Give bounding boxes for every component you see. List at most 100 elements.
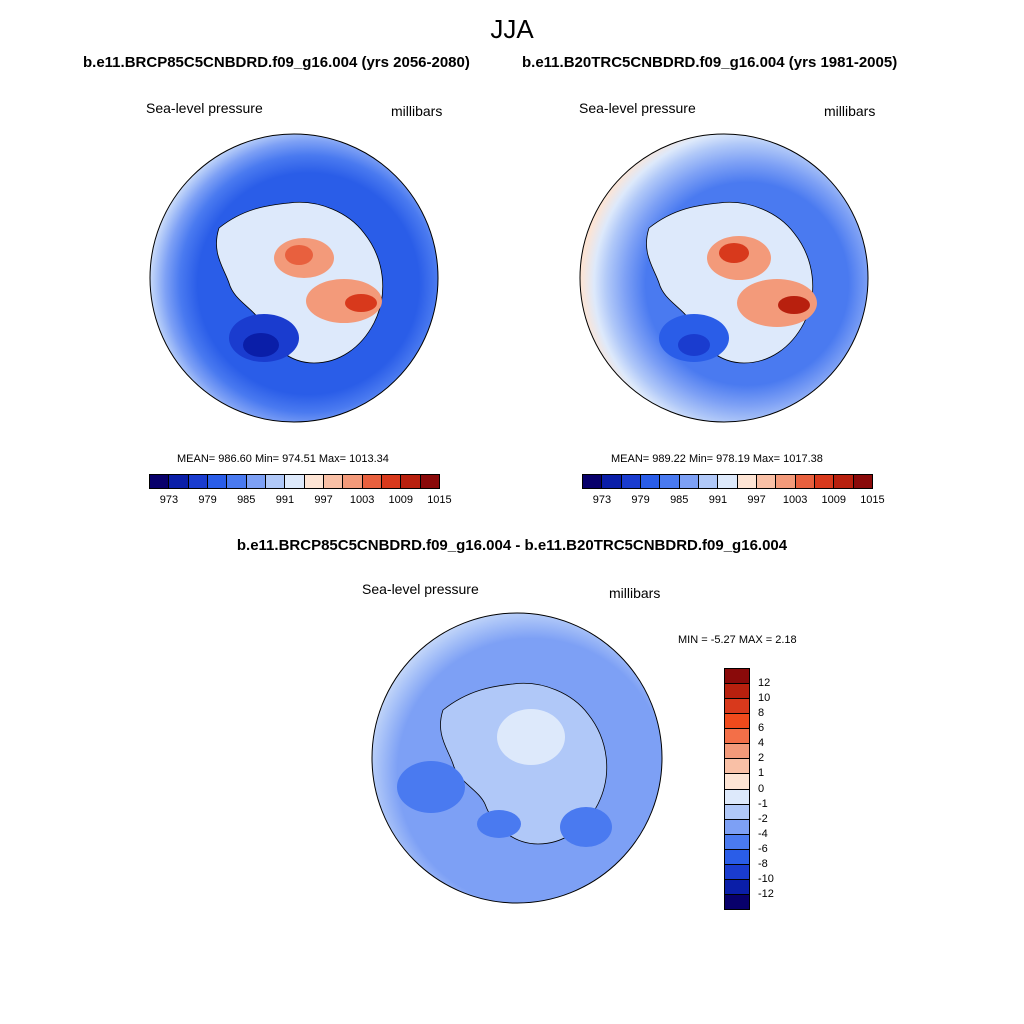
colorbar-box (775, 474, 796, 489)
colorbar-tick-label: -4 (758, 827, 768, 840)
colorbar-box (361, 474, 382, 489)
colorbar-box (245, 474, 266, 489)
colorbar-tick-label: 991 (708, 494, 728, 506)
colorbar-tick-label: 1009 (821, 494, 847, 506)
colorbar-box (323, 474, 344, 489)
colorbar-box (724, 833, 750, 850)
colorbar-tick-label: 1015 (860, 494, 885, 506)
difference-stats: MIN = -5.27 MAX = 2.18 (678, 634, 797, 646)
colorbar-box (724, 668, 750, 685)
colorbar-tick-label: -6 (758, 842, 768, 855)
colorbar-tick-label: 985 (237, 494, 256, 506)
colorbar-box (724, 878, 750, 895)
panel1-stats: MEAN= 986.60 Min= 974.51 Max= 1013.34 (177, 453, 389, 465)
difference-negative-west (397, 761, 465, 813)
colorbar-box (265, 474, 286, 489)
panel2-variable-label: Sea-level pressure (579, 100, 696, 116)
colorbar-tick-label: 12 (758, 677, 771, 690)
colorbar-tick-label: 1003 (349, 494, 375, 506)
colorbar-tick-label: 2 (758, 752, 765, 765)
panel1-polar-map (149, 133, 439, 423)
colorbar-tick-label: -12 (758, 887, 774, 900)
panel2-low-pressure-ross-core (678, 334, 710, 356)
colorbar-tick-label: 6 (758, 722, 765, 735)
panel2-high-pressure-east (737, 279, 817, 327)
colorbar-box (724, 743, 750, 760)
colorbar-box (724, 788, 750, 805)
panel2-stats: MEAN= 989.22 Min= 978.19 Max= 1017.38 (611, 453, 823, 465)
panel2-high-pressure-west-core (719, 243, 749, 263)
colorbar-box (303, 474, 324, 489)
colorbar-box (400, 474, 421, 489)
colorbar-box (582, 474, 603, 489)
difference-title: b.e11.BRCP85C5CNBDRD.f09_g16.004 - b.e11… (236, 537, 788, 554)
difference-negative-ross (477, 810, 521, 838)
colorbar-tick-label: 1003 (782, 494, 808, 506)
colorbar-box (724, 728, 750, 745)
colorbar-tick-label: -8 (758, 857, 768, 870)
panel1-high-pressure-east (306, 279, 382, 323)
colorbar-box (207, 474, 228, 489)
colorbar-box (852, 474, 873, 489)
colorbar-tick-label: -10 (758, 872, 774, 885)
colorbar-tick-label: 985 (670, 494, 689, 506)
colorbar-tick-label: 1015 (427, 494, 452, 506)
panel2-high-pressure-east-core (778, 296, 810, 314)
colorbar-box (724, 893, 750, 910)
colorbar-tick-label: -2 (758, 812, 768, 825)
colorbar-box (168, 474, 189, 489)
difference-negative-east (560, 807, 612, 847)
colorbar-box (659, 474, 680, 489)
colorbar-box (724, 713, 750, 730)
case-title-left: b.e11.BRCP85C5CNBDRD.f09_g16.004 (yrs 20… (83, 54, 470, 71)
difference-map-border (371, 612, 663, 904)
colorbar-tick-label: 0 (758, 782, 765, 795)
colorbar-tick-label: 973 (159, 494, 179, 506)
colorbar-box (724, 848, 750, 865)
colorbar-tick-label: 1009 (388, 494, 414, 506)
colorbar-box (698, 474, 719, 489)
colorbar-tick-label: 979 (631, 494, 650, 506)
colorbar-tick-label: 991 (275, 494, 295, 506)
colorbar-tick-label: 10 (758, 692, 771, 705)
colorbar-box (226, 474, 247, 489)
colorbar-box (717, 474, 738, 489)
colorbar-box (756, 474, 777, 489)
panel1-low-pressure-ross-core (243, 333, 279, 357)
colorbar-box (601, 474, 622, 489)
colorbar-box (678, 474, 699, 489)
panel2-polar-map (579, 133, 869, 423)
colorbar-box (342, 474, 363, 489)
season-title: JJA (490, 14, 534, 44)
colorbar-box (640, 474, 661, 489)
colorbar-box (724, 818, 750, 835)
colorbar-box (620, 474, 641, 489)
case-title-right: b.e11.B20TRC5CNBDRD.f09_g16.004 (yrs 198… (522, 54, 898, 71)
difference-colorbar-labels: 12 10 8 6 4 2 1 0 -1 -2 -4 -6 -8 -10 -12 (758, 669, 798, 910)
panel1-units-label: millibars (391, 103, 443, 119)
difference-small-change-region (497, 709, 565, 765)
colorbar-box (284, 474, 305, 489)
colorbar-box (724, 698, 750, 715)
colorbar-box (187, 474, 208, 489)
panel2-map-border (579, 133, 869, 423)
difference-units-label: millibars (609, 585, 661, 601)
colorbar-box (724, 863, 750, 880)
panel1-high-pressure-west-core (285, 245, 313, 265)
colorbar-box (381, 474, 402, 489)
panel1-variable-label: Sea-level pressure (146, 100, 263, 116)
colorbar-tick-label: 997 (314, 494, 333, 506)
panel1-colorbar (149, 474, 440, 489)
panel2-units-label: millibars (824, 103, 876, 119)
difference-polar-map (371, 612, 663, 904)
panel1-high-pressure-east-core (345, 294, 377, 312)
colorbar-box (724, 773, 750, 790)
colorbar-tick-label: 8 (758, 707, 765, 720)
colorbar-box (419, 474, 440, 489)
colorbar-box (833, 474, 854, 489)
colorbar-tick-label: 4 (758, 737, 765, 750)
colorbar-box (794, 474, 815, 489)
colorbar-tick-label: -1 (758, 797, 768, 810)
panel1-map-border (149, 133, 439, 423)
difference-variable-label: Sea-level pressure (362, 581, 479, 597)
